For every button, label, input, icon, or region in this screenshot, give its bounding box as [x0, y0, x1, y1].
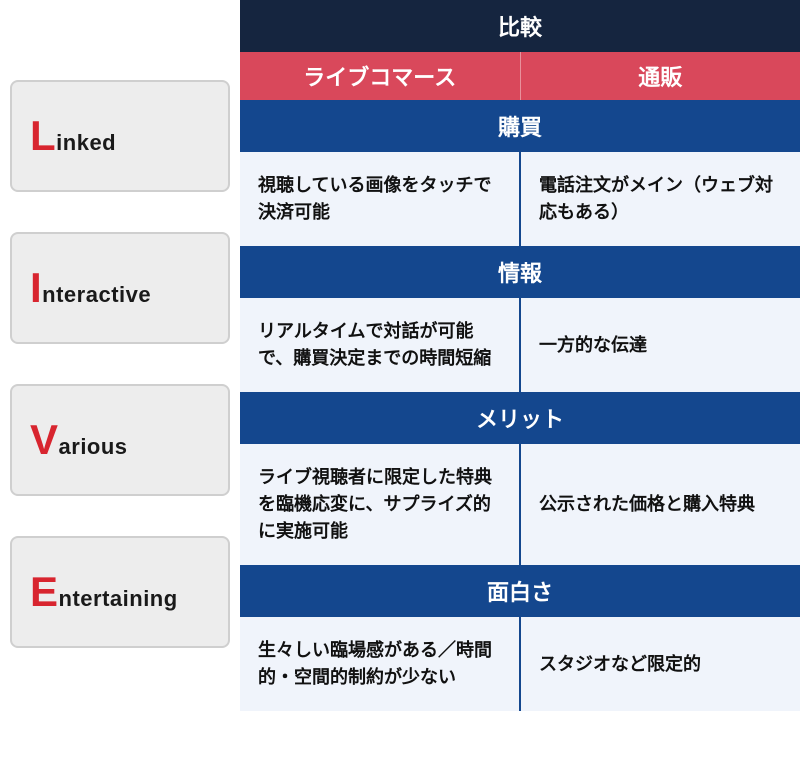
card-rest: inked	[56, 130, 116, 155]
card-rest: arious	[59, 434, 128, 459]
card-first-letter: I	[30, 264, 42, 311]
cell-purchase-mail: 電話注文がメイン（ウェブ対応もある）	[519, 152, 800, 246]
cell-purchase-live: 視聴している画像をタッチで決済可能	[240, 152, 519, 246]
left-column: Linked Interactive Various Entertaining	[0, 0, 240, 711]
section-header-merit: メリット	[240, 392, 800, 444]
cell-fun-live: 生々しい臨場感がある／時間的・空間的制約が少ない	[240, 617, 519, 711]
cell-fun-mail: スタジオなど限定的	[519, 617, 800, 711]
card-rest: nteractive	[42, 282, 151, 307]
card-various: Various	[10, 384, 230, 496]
section-body-fun: 生々しい臨場感がある／時間的・空間的制約が少ない スタジオなど限定的	[240, 617, 800, 711]
section-header-purchase: 購買	[240, 100, 800, 152]
cell-info-live: リアルタイムで対話が可能で、購買決定までの時間短縮	[240, 298, 519, 392]
card-first-letter: L	[30, 112, 56, 159]
section-body-merit: ライブ視聴者に限定した特典を臨機応変に、サプライズ的に実施可能 公示された価格と…	[240, 444, 800, 565]
section-header-fun: 面白さ	[240, 565, 800, 617]
layout-wrap: Linked Interactive Various Entertaining …	[0, 0, 800, 711]
card-first-letter: V	[30, 416, 59, 463]
card-first-letter: E	[30, 568, 59, 615]
cell-merit-mail: 公示された価格と購入特典	[519, 444, 800, 565]
section-header-info: 情報	[240, 246, 800, 298]
card-linked: Linked	[10, 80, 230, 192]
card-interactive: Interactive	[10, 232, 230, 344]
comparison-table: 比較 ライブコマース 通販 購買 視聴している画像をタッチで決済可能 電話注文が…	[240, 0, 800, 711]
section-body-purchase: 視聴している画像をタッチで決済可能 電話注文がメイン（ウェブ対応もある）	[240, 152, 800, 246]
card-rest: ntertaining	[59, 586, 178, 611]
col-header-mail: 通販	[520, 52, 800, 100]
section-body-info: リアルタイムで対話が可能で、購買決定までの時間短縮 一方的な伝達	[240, 298, 800, 392]
card-entertaining: Entertaining	[10, 536, 230, 648]
table-col-header-row: ライブコマース 通販	[240, 52, 800, 100]
cell-info-mail: 一方的な伝達	[519, 298, 800, 392]
col-header-live: ライブコマース	[240, 52, 520, 100]
table-top-header: 比較	[240, 0, 800, 52]
cell-merit-live: ライブ視聴者に限定した特典を臨機応変に、サプライズ的に実施可能	[240, 444, 519, 565]
